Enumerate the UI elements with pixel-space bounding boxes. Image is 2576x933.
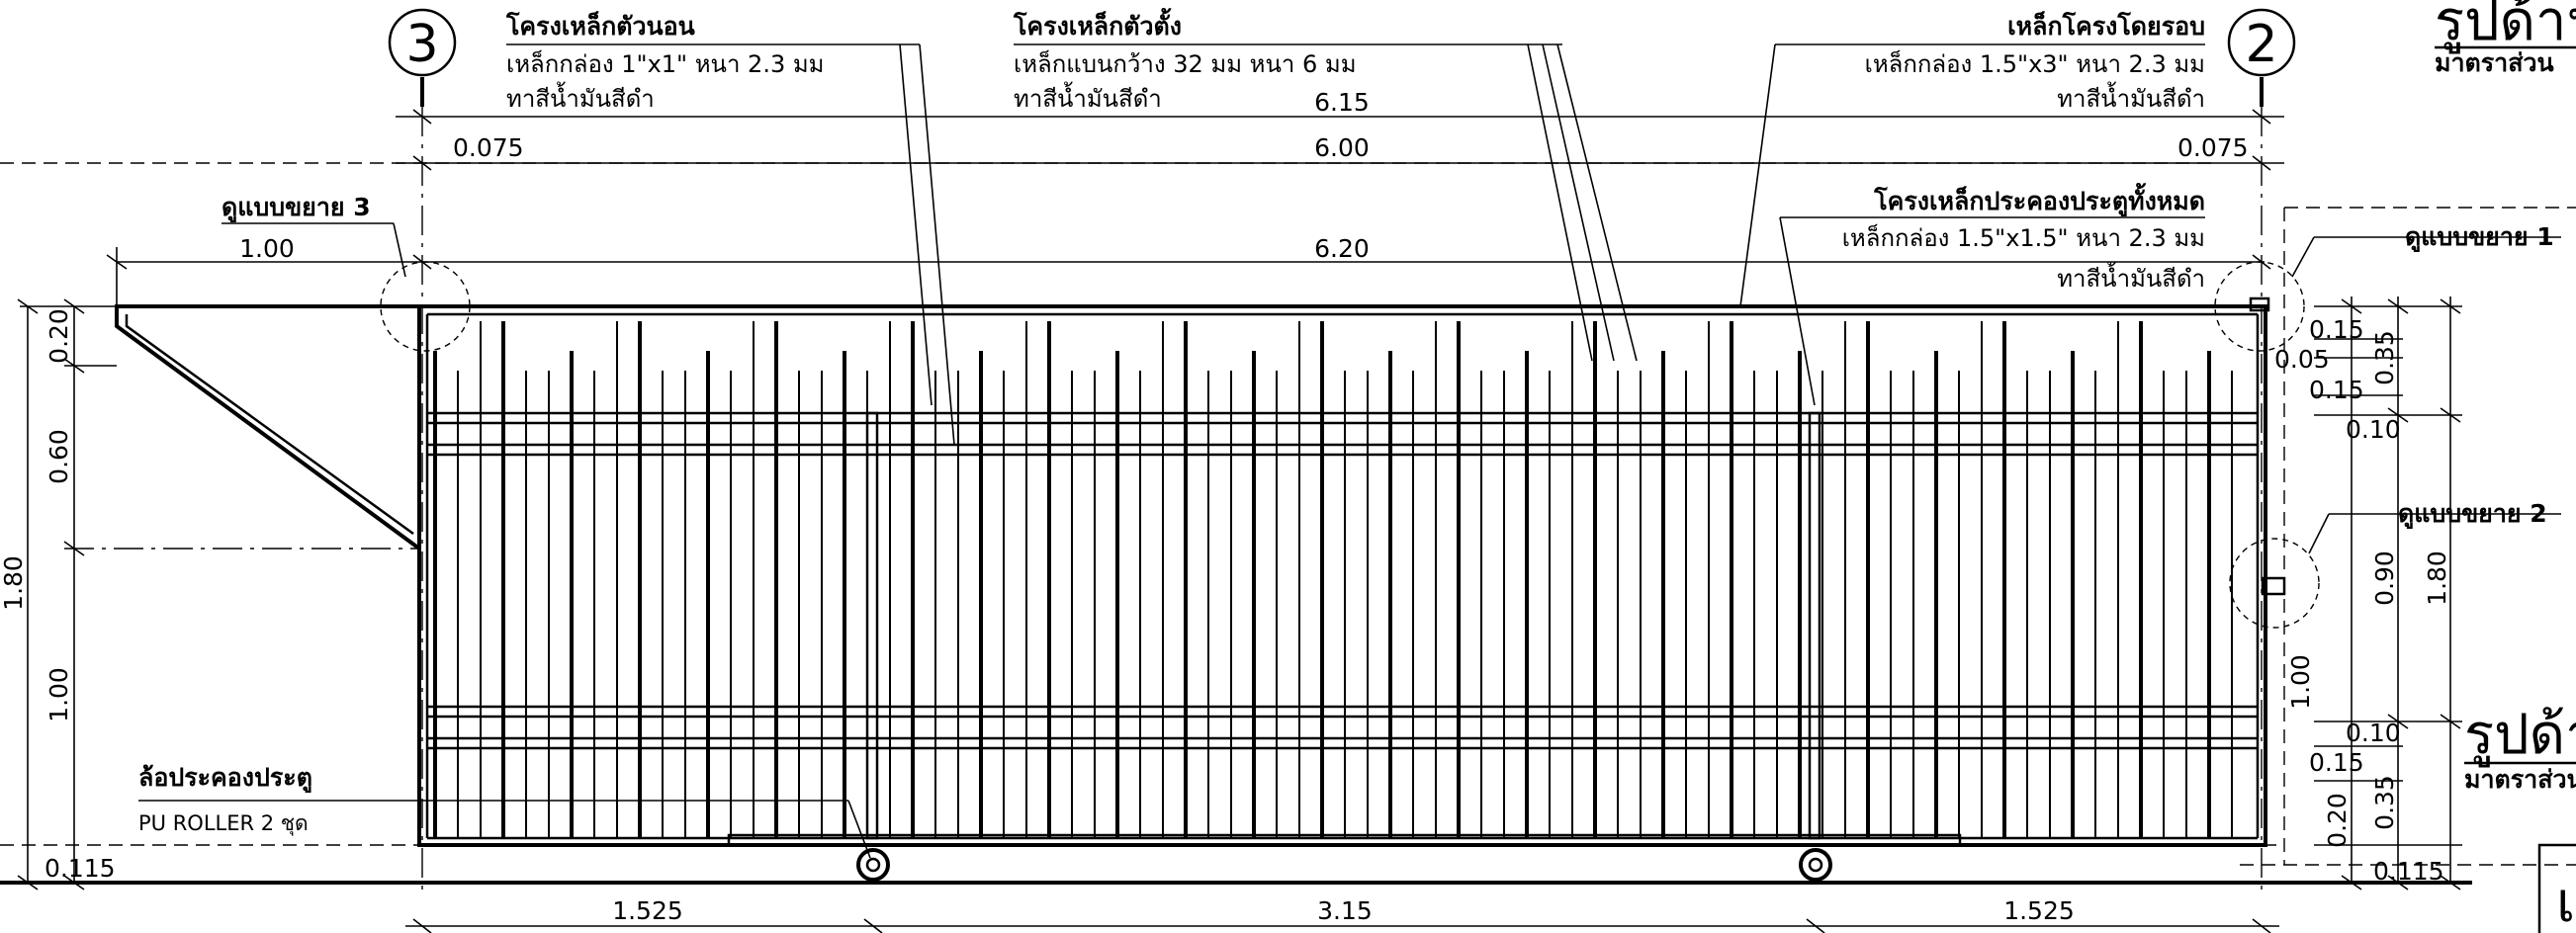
grid-line-3: 3 (388, 8, 457, 890)
detail-callout-1: ดูแบบขยาย 1 (2214, 222, 2561, 352)
callout-roller: ล้อประคองประตู PU ROLLER 2 ชุด (138, 763, 871, 859)
callout-gate-frame-line1: เหล็กกล่อง 1.5"x1.5" หนา 2.3 มม (1842, 223, 2205, 252)
dim-top-offset-right: 0.075 (2177, 133, 2249, 162)
side-title-upper-text: รูปด้าน (2435, 0, 2576, 54)
roller-right (1799, 848, 1832, 882)
dim-top-overall: 6.15 (1314, 88, 1370, 117)
callout-perimeter-frame: เหล็กโครงโดยรอบ เหล็กกล่อง 1.5"x3" หนา 2… (1739, 11, 2205, 307)
callout-gate-frame-line2: ทาสีน้ำมันสีดำ (2057, 261, 2205, 293)
dim-bottom-3: 1.525 (2003, 896, 2075, 925)
title-block-corner: เ (2537, 843, 2576, 933)
callout-horizontal-frame-title: โครงเหล็กตัวนอน (505, 11, 695, 41)
dim-tail-length: 1.00 (239, 234, 295, 263)
left-dimensions: 0.20 0.60 1.00 1.80 0.115 (0, 298, 419, 891)
dim-bottom-2: 3.15 (1317, 896, 1373, 925)
gate-frame (115, 304, 2267, 847)
dim-top-inner: 6.00 (1314, 133, 1370, 162)
callout-gate-frame-title: โครงเหล็กประคองประตูทั้งหมด (1873, 182, 2205, 217)
dim-right-a: 0.15 (2309, 315, 2364, 344)
right-dimensions: 0.15 0.05 0.15 0.10 0.35 0.90 1.80 1.00 … (2274, 297, 2462, 891)
grid-line-2: 2 (2227, 8, 2296, 890)
dim-right-h: 1.00 (2286, 654, 2315, 710)
dim-left-h3: 1.00 (44, 667, 73, 722)
callout-gate-frame: โครงเหล็กประคองประตูทั้งหมด เหล็กกล่อง 1… (1779, 182, 2205, 406)
roller-left (856, 848, 890, 882)
wall-outline-right (2240, 207, 2576, 866)
callout-perimeter-frame-line2: ทาสีน้ำมันสีดำ (2057, 81, 2205, 113)
dim-top-offset-left: 0.075 (453, 133, 524, 162)
top-dimensions: 6.15 6.00 0.075 0.075 1.00 6.20 (0, 88, 2284, 306)
svg-text:เ: เ (2556, 871, 2575, 933)
dim-right-b: 0.05 (2274, 345, 2330, 374)
side-title-upper: รูปด้าน มาตราส่วน (2435, 0, 2576, 77)
side-title-lower-text: รูปด้าน (2464, 703, 2576, 768)
dim-left-h1: 0.20 (44, 308, 73, 364)
dim-bottom-right-offset: 0.115 (2373, 857, 2444, 886)
grid-bubble-2-label: 2 (2245, 15, 2277, 74)
callout-horizontal-frame-line2: ทาสีน้ำมันสีดำ (506, 81, 655, 113)
dim-right-e: 0.35 (2370, 330, 2399, 385)
detail-callout-2: ดูแบบขยาย 2 (2229, 499, 2561, 629)
dim-bottom-1: 1.525 (612, 896, 683, 925)
callout-vertical-bars-line2: ทาสีน้ำมันสีดำ (1014, 81, 1162, 113)
dim-right-j: 0.15 (2309, 748, 2364, 777)
callout-vertical-bars-line1: เหล็กแบนกว้าง 32 มม หนา 6 มม (1014, 49, 1357, 78)
bottom-dimensions: 1.525 3.15 1.525 (405, 896, 2279, 933)
callout-horizontal-frame: โครงเหล็กตัวนอน เหล็กกล่อง 1"x1" หนา 2.3… (505, 11, 955, 446)
callout-perimeter-frame-line1: เหล็กกล่อง 1.5"x3" หนา 2.3 มม (1865, 49, 2205, 78)
side-title-upper-scale: มาตราส่วน (2435, 48, 2554, 77)
detail-callout-3: ดูแบบขยาย 3 (222, 193, 471, 352)
side-title-lower: รูปด้าน มาตราส่วน (2464, 703, 2576, 794)
dim-right-c: 0.15 (2309, 376, 2364, 404)
vertical-bars (433, 321, 2233, 838)
dim-right-d: 0.10 (2346, 415, 2401, 444)
callout-vertical-bars-title: โครงเหล็กตัวตั้ง (1013, 7, 1182, 41)
dim-right-f: 0.90 (2370, 551, 2399, 606)
dim-right-l: 0.35 (2370, 775, 2399, 830)
callout-perimeter-frame-title: เหล็กโครงโดยรอบ (2007, 11, 2205, 41)
dim-left-h2: 0.60 (44, 429, 73, 484)
dim-right-g: 1.80 (2423, 551, 2451, 606)
grid-bubble-3-label: 3 (405, 15, 438, 74)
side-title-lower-scale: มาตราส่วน (2464, 765, 2576, 794)
callout-roller-title: ล้อประคองประตู (138, 763, 312, 794)
dim-right-k: 0.20 (2323, 793, 2352, 848)
dim-gate-length: 6.20 (1314, 234, 1370, 263)
dim-left-total: 1.80 (0, 555, 28, 611)
dim-right-i: 0.10 (2346, 719, 2401, 747)
callout-horizontal-frame-line1: เหล็กกล่อง 1"x1" หนา 2.3 มม (506, 49, 824, 78)
dim-bottom-left-offset: 0.115 (44, 854, 116, 883)
callout-roller-line1: PU ROLLER 2 ชุด (138, 811, 309, 836)
detail-3-label: ดูแบบขยาย 3 (222, 193, 371, 223)
